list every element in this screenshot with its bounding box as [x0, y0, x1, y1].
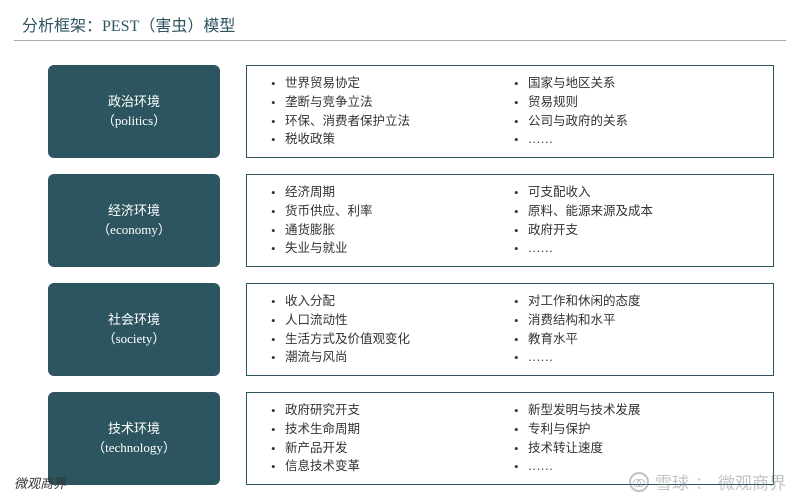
list-item: 教育水平 — [514, 330, 757, 349]
page-title: 分析框架：PEST（害虫）模型 — [0, 0, 800, 40]
category-label: 政治环境（politics） — [48, 65, 220, 158]
title-divider — [14, 40, 786, 41]
list-item: 新型发明与技术发展 — [514, 401, 757, 420]
right-column: 可支配收入原料、能源来源及成本政府开支…… — [514, 183, 757, 258]
watermark-separator: ： — [695, 469, 712, 494]
category-label-en: （society） — [103, 330, 166, 348]
list-item: …… — [514, 130, 757, 149]
list-item: 经济周期 — [271, 183, 514, 202]
list-item: 公司与政府的关系 — [514, 112, 757, 131]
left-column: 经济周期货币供应、利率通货膨胀失业与就业 — [271, 183, 514, 258]
list-item: 新产品开发 — [271, 439, 514, 458]
list-item: 原料、能源来源及成本 — [514, 202, 757, 221]
pest-rows: 政治环境（politics） 世界贸易协定垄断与竞争立法环保、消费者保护立法税收政… — [0, 65, 800, 485]
category-label-cn: 政治环境 — [108, 93, 160, 111]
pest-row: 社会环境（society）收入分配人口流动性生活方式及价值观变化潮流与风尚对工作… — [48, 283, 774, 376]
right-column: 对工作和休闲的态度消费结构和水平教育水平…… — [514, 292, 757, 367]
list-item: 生活方式及价值观变化 — [271, 330, 514, 349]
list-item: 信息技术变革 — [271, 457, 514, 476]
list-item: 垄断与竞争立法 — [271, 93, 514, 112]
category-label-cn: 技术环境 — [108, 420, 160, 438]
watermark: 雪球 ： 微观商界 — [629, 469, 786, 494]
category-label-cn: 经济环境 — [108, 202, 160, 220]
list-item: …… — [514, 239, 757, 258]
list-item: 人口流动性 — [271, 311, 514, 330]
category-label-en: （politics） — [102, 112, 166, 130]
list-item: 收入分配 — [271, 292, 514, 311]
category-label: 技术环境（technology） — [48, 392, 220, 485]
list-item: 国家与地区关系 — [514, 74, 757, 93]
pest-row: 政治环境（politics） 世界贸易协定垄断与竞争立法环保、消费者保护立法税收政… — [48, 65, 774, 158]
list-item: 潮流与风尚 — [271, 348, 514, 367]
watermark-author: 微观商界 — [718, 469, 786, 494]
left-column: 收入分配人口流动性生活方式及价值观变化潮流与风尚 — [271, 292, 514, 367]
list-item: 消费结构和水平 — [514, 311, 757, 330]
category-label-en: （economy） — [97, 221, 171, 239]
list-item: 货币供应、利率 — [271, 202, 514, 221]
list-item: 技术生命周期 — [271, 420, 514, 439]
list-item: 环保、消费者保护立法 — [271, 112, 514, 131]
left-column: 世界贸易协定垄断与竞争立法环保、消费者保护立法税收政策 — [271, 74, 514, 149]
watermark-brand: 雪球 — [655, 469, 689, 494]
list-item: …… — [514, 348, 757, 367]
pest-row: 经济环境（economy）经济周期货币供应、利率通货膨胀失业与就业可支配收入原料… — [48, 174, 774, 267]
footer-left-credit: 微观商界 — [14, 473, 66, 492]
category-label: 社会环境（society） — [48, 283, 220, 376]
content-box: 收入分配人口流动性生活方式及价值观变化潮流与风尚对工作和休闲的态度消费结构和水平… — [246, 283, 774, 376]
category-label-en: （technology） — [92, 439, 176, 457]
snowball-icon — [629, 472, 649, 492]
list-item: 政府开支 — [514, 221, 757, 240]
list-item: 税收政策 — [271, 130, 514, 149]
list-item: 技术转让速度 — [514, 439, 757, 458]
list-item: 世界贸易协定 — [271, 74, 514, 93]
list-item: 对工作和休闲的态度 — [514, 292, 757, 311]
list-item: 通货膨胀 — [271, 221, 514, 240]
list-item: 专利与保护 — [514, 420, 757, 439]
right-column: 国家与地区关系贸易规则公司与政府的关系…… — [514, 74, 757, 149]
list-item: 失业与就业 — [271, 239, 514, 258]
category-label: 经济环境（economy） — [48, 174, 220, 267]
list-item: 政府研究开支 — [271, 401, 514, 420]
left-column: 政府研究开支技术生命周期新产品开发信息技术变革 — [271, 401, 514, 476]
right-column: 新型发明与技术发展专利与保护技术转让速度…… — [514, 401, 757, 476]
list-item: 可支配收入 — [514, 183, 757, 202]
content-box: 经济周期货币供应、利率通货膨胀失业与就业可支配收入原料、能源来源及成本政府开支…… — [246, 174, 774, 267]
content-box: 世界贸易协定垄断与竞争立法环保、消费者保护立法税收政策国家与地区关系贸易规则公司… — [246, 65, 774, 158]
list-item: 贸易规则 — [514, 93, 757, 112]
category-label-cn: 社会环境 — [108, 311, 160, 329]
